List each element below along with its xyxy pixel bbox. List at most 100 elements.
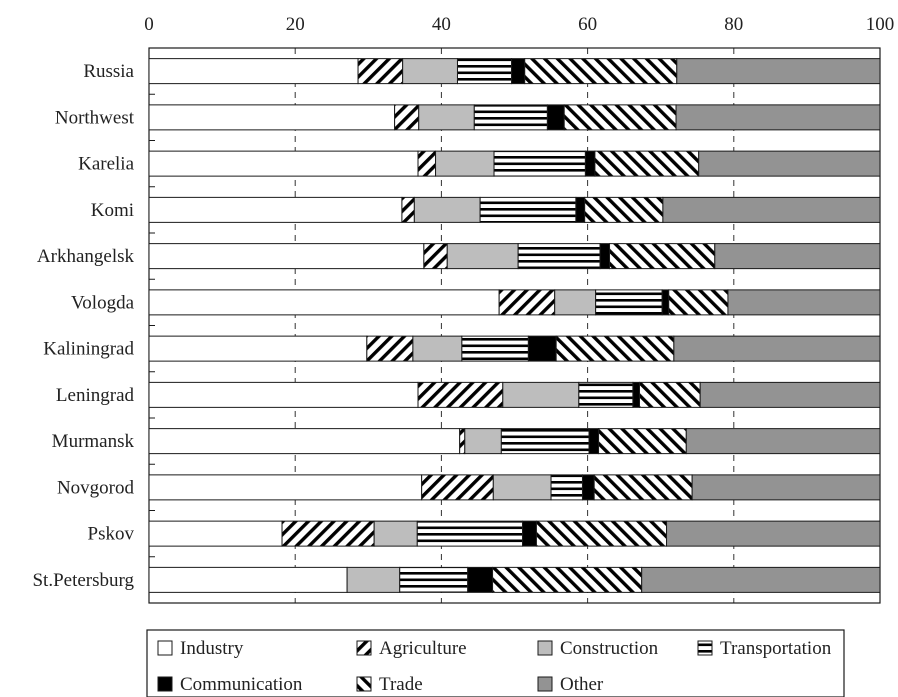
legend-label-transportation: Transportation [720,638,832,659]
legend-label-other: Other [560,674,604,695]
bar-segment-other [676,58,881,85]
bar-segment-agriculture [459,428,466,455]
x-tick-label: 100 [866,14,895,35]
labels-layer: 0 20 40 60 80 100 Russia Northwest Karelia Komi Ar… [32,14,894,591]
bar-segment-transportation [456,58,513,85]
bar-segment-communication [575,196,586,223]
bar-segment-other [673,335,881,362]
bar-segment-transportation [473,104,548,131]
bar-segment-communication [599,243,611,270]
bar-segment-other [641,566,881,593]
bar-segment-other [666,520,881,547]
bar-segment-agriculture [401,196,415,223]
bar-segment-construction [418,104,475,131]
bar-segment-industry [148,566,348,593]
bar-segment-other [685,428,881,455]
bar-segment-transportation [595,289,663,316]
x-tick-label: 60 [578,14,597,35]
legend: Industry Agriculture Construction Transport… [146,629,845,697]
bar-segment-trade [594,150,700,177]
bar-segment-transportation [517,243,601,270]
bar-segment-other [699,381,881,408]
legend-label-communication: Communication [180,674,303,695]
bar-segment-transportation [479,196,577,223]
bar-segment-transportation [578,381,634,408]
bar-segment-communication [632,381,641,408]
x-tick-label: 80 [724,14,743,35]
category-label: Northwest [55,107,135,128]
bar-segment-agriculture [281,520,375,547]
bar-segment-other [691,474,881,501]
plot-frame [148,47,881,604]
category-label: St.Petersburg [32,570,134,591]
category-label: Novgorod [57,477,135,498]
bar-segment-transportation [416,520,524,547]
bars-layer [148,58,881,593]
bar-segment-industry [148,289,500,316]
bar-segment-construction [464,428,502,455]
bar-segment-communication [467,566,494,593]
bar-segment-trade [668,289,729,316]
x-tick-label: 40 [432,14,451,35]
bar-segment-communication [584,150,596,177]
bar-segment-construction [435,150,495,177]
legend-swatch-communication [157,676,173,692]
bar-segment-communication [588,428,600,455]
bar-segment-industry [148,428,461,455]
category-label: Karelia [78,154,134,175]
bar-segment-agriculture [417,150,437,177]
bar-segment-agriculture [357,58,404,85]
bar-segment-other [662,196,881,223]
bar-segment-trade [593,474,693,501]
bar-segment-trade [584,196,664,223]
bar-segment-trade [563,104,677,131]
category-label: Russia [83,61,134,82]
bar-segment-construction [492,474,552,501]
bar-segment-construction [502,381,580,408]
category-label: Kaliningrad [43,339,134,360]
bar-segment-communication [522,520,537,547]
bar-segment-industry [148,150,419,177]
legend-label-industry: Industry [180,638,244,659]
bar-segment-construction [412,335,463,362]
bar-segment-industry [148,196,403,223]
bar-segment-trade [639,381,701,408]
bar-segment-agriculture [394,104,420,131]
bar-segment-communication [661,289,670,316]
bar-segment-trade [609,243,716,270]
bar-segment-communication [511,58,526,85]
legend-swatch-transportation [697,640,713,656]
bar-segment-other [698,150,881,177]
category-label: Leningrad [56,385,135,406]
bar-segment-construction [446,243,519,270]
legend-label-construction: Construction [560,638,659,659]
bar-segment-agriculture [423,243,448,270]
bar-segment-transportation [493,150,586,177]
legend-label-trade: Trade [379,674,423,695]
bar-segment-construction [346,566,401,593]
bar-segment-transportation [399,566,469,593]
bar-segment-communication [546,104,565,131]
bar-segment-other [727,289,881,316]
bar-segment-transportation [550,474,583,501]
bar-segment-construction [402,58,458,85]
bar-segment-construction [413,196,481,223]
bar-segment-industry [148,58,359,85]
bar-segment-agriculture [417,381,504,408]
bar-segment-construction [373,520,418,547]
bar-segment-industry [148,335,368,362]
bar-segment-industry [148,243,425,270]
legend-swatch-industry [157,640,173,656]
grid-layer [294,48,735,603]
bar-segment-other [675,104,881,131]
category-label: Arkhangelsk [37,246,135,267]
bar-segment-transportation [461,335,529,362]
category-label: Murmansk [52,431,135,452]
bar-segment-industry [148,474,423,501]
x-tick-label: 0 [144,14,154,35]
bar-segment-transportation [500,428,590,455]
x-tick-label: 20 [286,14,305,35]
legend-box [146,629,845,697]
bar-segment-trade [524,58,678,85]
bar-segment-trade [598,428,687,455]
